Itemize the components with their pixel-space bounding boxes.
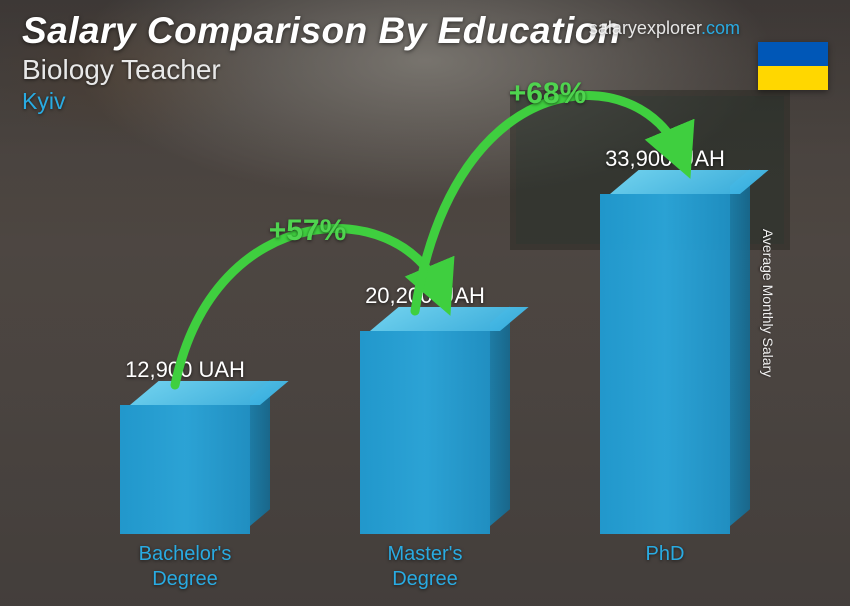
x-axis-label: Bachelor'sDegree: [100, 542, 270, 592]
bar: 20,200 UAH: [360, 331, 490, 534]
bar-chart: 12,900 UAH 20,200 UAH 33,900 UAH: [70, 104, 760, 534]
watermark-suffix: .com: [701, 18, 740, 38]
bar-value-label: 33,900 UAH: [605, 146, 725, 172]
bar: 33,900 UAH: [600, 194, 730, 534]
y-axis-label: Average Monthly Salary: [760, 229, 776, 377]
flag-bottom-stripe: [758, 66, 828, 90]
page-title: Salary Comparison By Education: [22, 10, 621, 52]
bar-value-label: 12,900 UAH: [125, 357, 245, 383]
x-axis-label: PhD: [580, 542, 750, 567]
watermark: salaryexplorer.com: [589, 18, 740, 39]
flag-ukraine: [758, 42, 828, 90]
header: Salary Comparison By Education Biology T…: [22, 10, 621, 115]
bar: 12,900 UAH: [120, 405, 250, 534]
bar-value-label: 20,200 UAH: [365, 283, 485, 309]
watermark-brand: salaryexplorer: [589, 18, 701, 38]
flag-top-stripe: [758, 42, 828, 66]
page-subtitle: Biology Teacher: [22, 54, 621, 86]
x-axis-label: Master'sDegree: [340, 542, 510, 592]
x-axis-labels: Bachelor'sDegree Master'sDegree PhD: [70, 542, 760, 594]
